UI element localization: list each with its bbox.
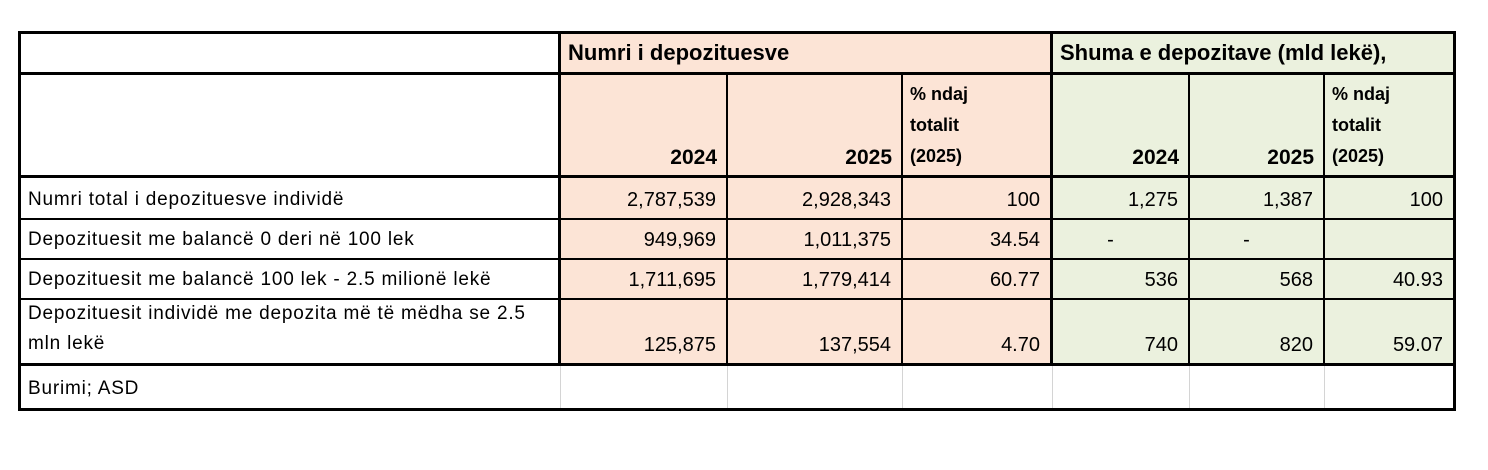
row-label[interactable]: Depozituesit individë me depozita më të …: [21, 300, 561, 366]
blank-cell[interactable]: [728, 366, 903, 408]
row-label[interactable]: Numri total i depozituesve individë: [21, 178, 561, 220]
corner-blank-cell[interactable]: [21, 34, 561, 75]
cell-shuma-2025[interactable]: 820: [1190, 300, 1325, 366]
cell-shuma-2024[interactable]: -: [1053, 220, 1190, 260]
blank-cell[interactable]: [903, 366, 1053, 408]
cell-numri-pct[interactable]: 4.70: [903, 300, 1053, 366]
section-header-numri-i-depozituesve[interactable]: Numri i depozituesve: [561, 34, 1053, 75]
cell-numri-pct[interactable]: 60.77: [903, 260, 1053, 300]
cell-numri-2024[interactable]: 949,969: [561, 220, 728, 260]
cell-shuma-2025[interactable]: 1,387: [1190, 178, 1325, 220]
blank-cell[interactable]: [1053, 366, 1190, 408]
blank-cell[interactable]: [1325, 366, 1453, 408]
blank-cell[interactable]: [561, 366, 728, 408]
col-header-shuma-2025[interactable]: 2025: [1190, 75, 1325, 178]
cell-numri-pct[interactable]: 34.54: [903, 220, 1053, 260]
cell-numri-2024[interactable]: 125,875: [561, 300, 728, 366]
blank-header-cell[interactable]: [21, 75, 561, 178]
blank-cell[interactable]: [1190, 366, 1325, 408]
cell-numri-pct[interactable]: 100: [903, 178, 1053, 220]
cell-shuma-pct[interactable]: 100: [1325, 178, 1453, 220]
cell-numri-2025[interactable]: 1,011,375: [728, 220, 903, 260]
source-note-cell[interactable]: Burimi; ASD: [21, 366, 561, 408]
cell-shuma-2024[interactable]: 536: [1053, 260, 1190, 300]
cell-numri-2024[interactable]: 2,787,539: [561, 178, 728, 220]
cell-shuma-2024[interactable]: 740: [1053, 300, 1190, 366]
deposit-table: Numri i depozituesve Shuma e depozitave …: [18, 31, 1456, 411]
row-label[interactable]: Depozituesit me balancë 0 deri në 100 le…: [21, 220, 561, 260]
row-label[interactable]: Depozituesit me balancë 100 lek - 2.5 mi…: [21, 260, 561, 300]
cell-shuma-pct[interactable]: 59.07: [1325, 300, 1453, 366]
cell-numri-2025[interactable]: 137,554: [728, 300, 903, 366]
cell-shuma-2025[interactable]: 568: [1190, 260, 1325, 300]
section-header-shuma-e-depozitave[interactable]: Shuma e depozitave (mld lekë),: [1053, 34, 1453, 75]
cell-numri-2024[interactable]: 1,711,695: [561, 260, 728, 300]
cell-shuma-2025[interactable]: -: [1190, 220, 1325, 260]
col-header-shuma-2024[interactable]: 2024: [1053, 75, 1190, 178]
cell-shuma-pct[interactable]: [1325, 220, 1453, 260]
cell-numri-2025[interactable]: 2,928,343: [728, 178, 903, 220]
cell-shuma-pct[interactable]: 40.93: [1325, 260, 1453, 300]
cell-shuma-2024[interactable]: 1,275: [1053, 178, 1190, 220]
col-header-numri-2025[interactable]: 2025: [728, 75, 903, 178]
col-header-shuma-pct-totalit[interactable]: % ndaj totalit (2025): [1325, 75, 1453, 178]
col-header-numri-2024[interactable]: 2024: [561, 75, 728, 178]
col-header-numri-pct-totalit[interactable]: % ndaj totalit (2025): [903, 75, 1053, 178]
cell-numri-2025[interactable]: 1,779,414: [728, 260, 903, 300]
